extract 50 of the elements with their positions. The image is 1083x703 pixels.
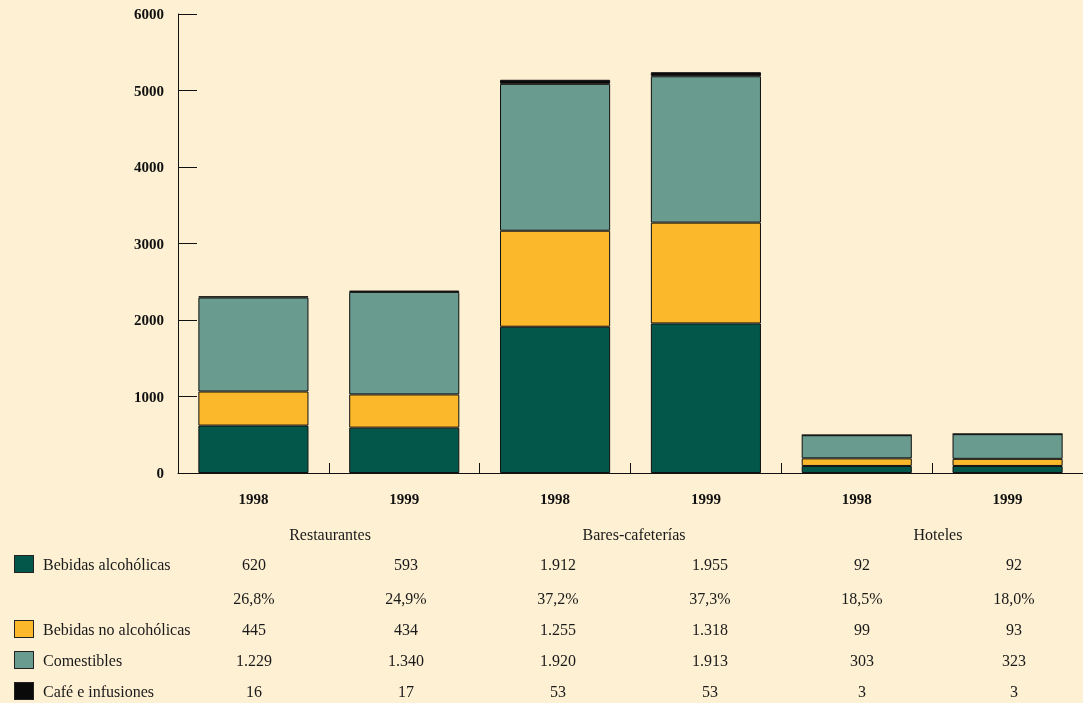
legend-label: Bebidas no alcohólicas bbox=[43, 621, 191, 639]
data-label: 3 bbox=[858, 683, 866, 701]
data-label: 1.340 bbox=[388, 652, 424, 670]
x-tick-label: 1998 bbox=[841, 490, 872, 507]
data-label: 1.255 bbox=[540, 621, 576, 639]
y-tick-label: 6000 bbox=[134, 6, 164, 22]
y-tick-label: 3000 bbox=[134, 235, 164, 252]
legend-label: Bebidas alcohólicas bbox=[43, 556, 171, 574]
data-label: 1.955 bbox=[692, 556, 728, 574]
data-label: 323 bbox=[1002, 652, 1026, 670]
text: 24,9% bbox=[385, 590, 427, 608]
data-label: 303 bbox=[850, 652, 874, 670]
x-tick-label: 1999 bbox=[389, 490, 420, 507]
data-label: 593 bbox=[394, 556, 418, 574]
x-tick-label: 1999 bbox=[690, 490, 721, 507]
text: 18,5% bbox=[841, 590, 883, 608]
text: Restaurantes bbox=[289, 526, 371, 544]
y-tick-label: 0 bbox=[156, 465, 164, 481]
legend-label: Comestibles bbox=[43, 652, 123, 670]
data-label: 1.912 bbox=[540, 556, 576, 574]
y-tick-label: 4000 bbox=[134, 159, 164, 175]
data-label: 92 bbox=[1006, 556, 1022, 574]
text: Bares-cafeterías bbox=[582, 526, 686, 544]
data-label: 17 bbox=[398, 683, 414, 701]
data-label: 53 bbox=[550, 683, 566, 701]
text: 26,8% bbox=[233, 590, 275, 608]
data-label: 620 bbox=[242, 556, 266, 574]
data-label: 1.229 bbox=[236, 652, 272, 670]
x-tick-label: 1998 bbox=[540, 490, 571, 507]
data-label: 445 bbox=[242, 621, 266, 639]
data-label: 92 bbox=[854, 556, 870, 574]
data-label: 3 bbox=[1010, 683, 1018, 701]
x-tick-label: 1998 bbox=[238, 490, 269, 507]
data-label: 1.920 bbox=[540, 652, 576, 670]
data-label: 53 bbox=[702, 683, 718, 701]
data-label: 99 bbox=[854, 621, 870, 639]
data-label: 93 bbox=[1006, 621, 1022, 639]
y-tick-label: 2000 bbox=[134, 312, 164, 328]
data-label: 1.318 bbox=[692, 621, 728, 639]
text: 18,0% bbox=[993, 590, 1035, 608]
x-tick-label: 1999 bbox=[992, 490, 1023, 507]
y-tick-label: 5000 bbox=[134, 82, 164, 99]
legend-label: Café e infusiones bbox=[43, 683, 155, 701]
text: 37,2% bbox=[537, 590, 579, 608]
data-label: 16 bbox=[246, 683, 262, 701]
text: Hoteles bbox=[913, 526, 963, 544]
data-label: 1.913 bbox=[692, 652, 728, 670]
text: 37,3% bbox=[689, 590, 731, 608]
y-tick-label: 1000 bbox=[134, 388, 164, 405]
data-label: 434 bbox=[394, 621, 418, 639]
